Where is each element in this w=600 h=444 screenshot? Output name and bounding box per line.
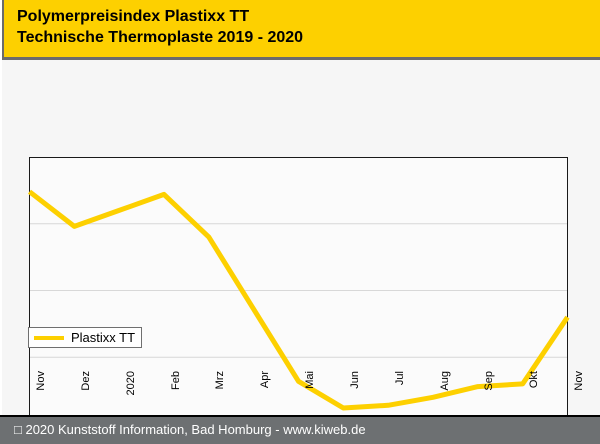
x-axis-label: Jun — [348, 371, 361, 389]
chart-subtitle: Technische Thermoplaste 2019 - 2020 — [17, 29, 304, 46]
x-axis-label: Sep — [483, 371, 496, 391]
copyright-text: □ 2020 Kunststoff Information, Bad Hombu… — [14, 422, 366, 437]
x-axis-label: Dez — [79, 371, 92, 391]
legend-line-swatch — [34, 335, 64, 340]
chart-title: Polymerpreisindex Plastixx TT — [17, 8, 250, 25]
line-chart-canvas — [27, 157, 570, 429]
x-axis-label: Mrz — [214, 371, 227, 390]
x-axis-label: Jul — [393, 371, 406, 386]
plastixx-tt-line — [27, 189, 570, 411]
legend-series-label: Plastixx TT — [71, 330, 136, 345]
plot-area: Plastixx TT — [27, 157, 570, 429]
x-axis-label: Nov — [573, 371, 585, 391]
legend-box: Plastixx TT — [28, 327, 142, 348]
x-axis-label: Feb — [169, 371, 182, 390]
x-axis-label: Okt — [528, 371, 541, 389]
window-left-edge — [0, 0, 2, 415]
x-axis-label: Nov — [35, 371, 47, 391]
x-axis-label: Apr — [259, 371, 272, 389]
footer-bar: □ 2020 Kunststoff Information, Bad Hombu… — [0, 415, 600, 444]
x-axis-label: Mai — [304, 371, 316, 389]
x-axis-label: Aug — [438, 371, 451, 391]
chart-header: Polymerpreisindex Plastixx TT Technische… — [2, 0, 600, 60]
chart-body: Plastixx TT Nov Dez 2020 Feb Mrz Apr Mai Jun Jul… — [0, 60, 600, 429]
x-axis-label: 2020 — [124, 371, 137, 396]
